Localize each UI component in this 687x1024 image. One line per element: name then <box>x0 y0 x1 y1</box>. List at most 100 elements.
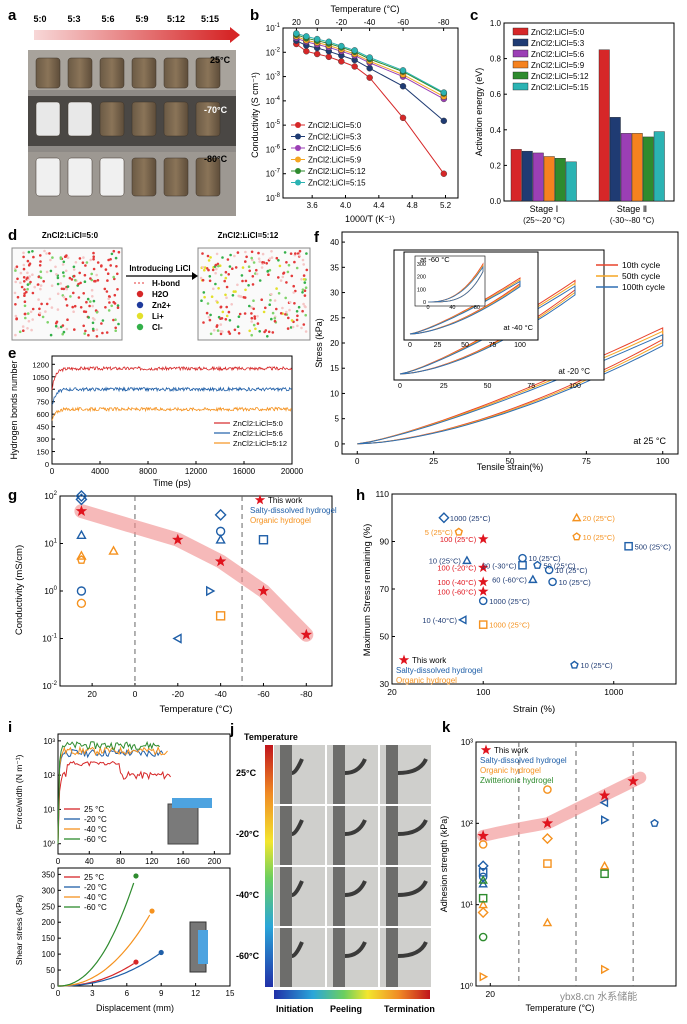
molecule-dot <box>288 301 292 304</box>
k-y-tick-label: 10² <box>461 818 473 828</box>
molecule-dot <box>37 275 41 279</box>
molecule-dot <box>302 263 306 266</box>
molecule-dot <box>303 289 307 293</box>
molecule-dot <box>112 275 115 279</box>
molecule-dot <box>49 333 53 337</box>
molecule-dot <box>116 304 120 307</box>
b-y-tick-label: 10-4 <box>266 96 281 106</box>
c-legend: ZnCl2:LiCl=5:0 ZnCl2:LiCl=5:3 ZnCl2:LiCl=5… <box>512 27 589 92</box>
molecule-dot <box>294 252 297 255</box>
hydrogel-cylinder <box>163 157 189 197</box>
molecule-dot <box>250 306 253 309</box>
f-y-tick-label: 10 <box>330 389 339 398</box>
i2-y-tick-label: 200 <box>42 918 56 927</box>
f-inset-60-ytick: 100 <box>417 287 426 293</box>
c-bar <box>532 152 544 202</box>
molecule-dot <box>62 330 66 334</box>
molecule-dot <box>256 314 259 318</box>
panel-label-j: j <box>229 721 234 738</box>
molecule-dot <box>303 305 307 308</box>
i2-curves <box>58 873 208 987</box>
molecule-dot <box>275 256 279 260</box>
g-thiswork-point <box>257 585 270 596</box>
molecule-dot <box>275 307 278 311</box>
i1-legend-label: -60 °C <box>84 835 107 844</box>
molecule-dot <box>36 283 40 286</box>
molecule-dot <box>51 256 54 259</box>
k-salty-point <box>650 818 659 827</box>
b-legend-label: ZnCl2:LiCl=5:9 <box>308 156 362 165</box>
molecule-dot <box>78 257 82 260</box>
molecule-dot <box>62 287 66 291</box>
molecule-dot <box>61 263 65 266</box>
molecule-dot <box>223 279 226 283</box>
molecule-dot <box>82 256 85 259</box>
temp-label-70: -70°C <box>204 105 228 115</box>
k-zwitterionic-point <box>478 893 488 903</box>
molecule-dot <box>22 267 26 271</box>
molecule-dot <box>85 261 89 264</box>
molecule-dot <box>273 319 277 323</box>
molecule-dot <box>254 268 258 272</box>
molecule-dot <box>49 269 53 273</box>
molecule-dot <box>261 252 265 256</box>
molecule-dot <box>256 322 260 325</box>
c-bars <box>510 49 665 202</box>
molecule-dot <box>253 315 256 318</box>
molecule-dot <box>219 332 223 336</box>
h-salty-point <box>533 560 542 569</box>
f-inset-60-curve <box>428 265 484 303</box>
molecule-dot <box>238 295 241 298</box>
k-organic-point <box>543 859 552 868</box>
molecule-dot <box>59 282 62 285</box>
molecule-dot <box>22 255 25 259</box>
d-arrow-head <box>192 272 198 280</box>
molecule-dot <box>208 275 212 278</box>
panel-label-d: d <box>8 227 17 244</box>
molecule-dot <box>62 271 65 274</box>
j-clamp <box>386 928 398 987</box>
f-inset-60-ytick: 0 <box>423 300 426 306</box>
molecule-dot <box>279 312 283 315</box>
molecule-dot <box>202 291 206 294</box>
molecule-dot <box>91 304 94 308</box>
b-series <box>293 30 448 177</box>
f-inset-20-content: 0 25 50 75 100 <box>398 279 581 390</box>
e-y-tick-label: 1050 <box>32 373 49 382</box>
molecule-dot <box>236 325 240 329</box>
molecule-dot <box>31 307 35 311</box>
e-y-axis-title: Hydrogen bonds number <box>9 360 19 459</box>
molecule-dot <box>210 295 214 299</box>
molecule-dot <box>39 254 42 257</box>
g-x-tick-label: -40 <box>214 689 227 699</box>
f-x-tick-label: 100 <box>656 457 670 466</box>
h-salty-label: 60 (-60°C) <box>492 576 527 585</box>
molecule-dot <box>247 265 251 269</box>
c-legend-label: ZnCl2:LiCl=5:6 <box>531 50 585 59</box>
molecule-dot <box>19 281 22 285</box>
molecule-dot <box>224 318 228 321</box>
molecule-dot <box>92 251 95 255</box>
ratio-label: 5:12 <box>167 14 185 24</box>
molecule-dot <box>16 295 20 299</box>
molecule-dot <box>116 272 119 276</box>
h-salty-point <box>624 541 633 551</box>
f-inset2-tick: 0 <box>408 342 412 349</box>
h-legend-marker <box>398 654 410 665</box>
h-thiswork-label: 100 (25°C) <box>440 535 477 544</box>
g-legend-label: This work <box>268 496 303 505</box>
molecule-dot <box>23 294 26 298</box>
molecule-dot <box>215 267 218 271</box>
hydrogel-samples <box>35 57 221 197</box>
molecule-dot <box>82 292 85 295</box>
g-salty-point <box>215 534 226 544</box>
molecule-dot <box>258 330 262 333</box>
molecule-dot <box>290 274 294 278</box>
f-label-40: at -40 °C <box>503 323 533 332</box>
i2-legend-label: -20 °C <box>84 883 107 892</box>
k-zwitterionic-point <box>600 869 609 879</box>
h-salty-point <box>457 615 467 625</box>
molecule-dot <box>227 330 231 334</box>
molecule-dot <box>285 310 288 314</box>
